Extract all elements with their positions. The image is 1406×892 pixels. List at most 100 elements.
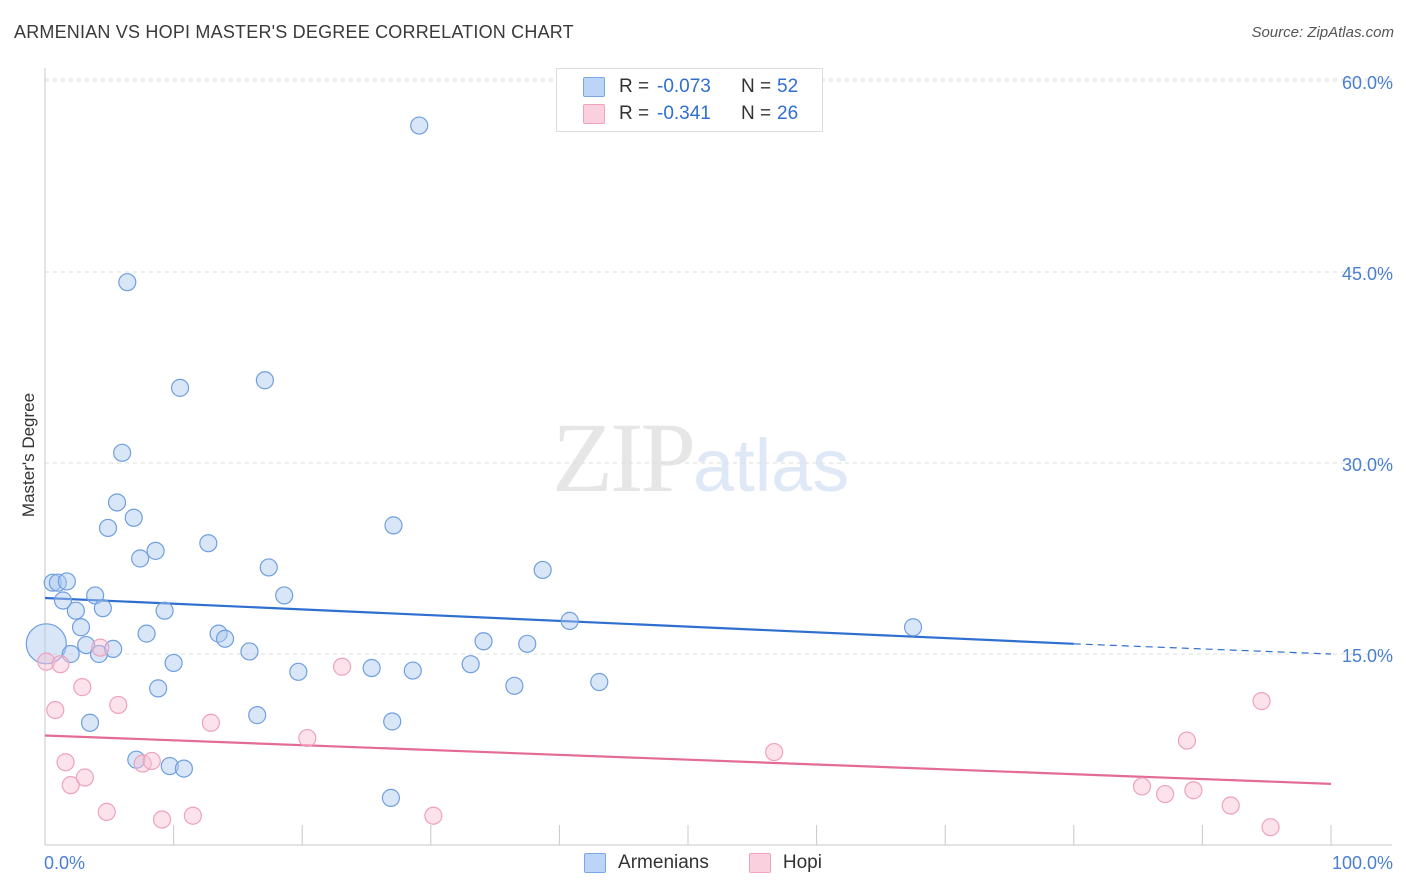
armenians-point — [248, 706, 267, 725]
armenians-swatch — [583, 77, 605, 97]
hopi-point — [201, 713, 220, 732]
armenians-point — [255, 371, 275, 390]
armenians-point — [518, 634, 537, 653]
armenians-point — [155, 601, 174, 620]
trendline-armenians-extrapolated — [1073, 643, 1332, 655]
armenians-n-value: 52 — [777, 76, 799, 97]
hopi-point — [1184, 781, 1203, 800]
trendlines — [44, 596, 1332, 785]
hopi-n-label: N = — [741, 103, 772, 124]
armenians-r-label: R = — [619, 76, 650, 97]
hopi-point — [765, 742, 784, 762]
hopi-n-value: 26 — [777, 103, 799, 124]
hopi-point — [56, 753, 75, 772]
armenians-point — [57, 572, 76, 591]
armenians-point — [93, 599, 112, 618]
y-tick-label-15: 15.0% — [1342, 646, 1393, 666]
hopi-point — [1156, 784, 1175, 804]
armenians-r-value: -0.073 — [657, 76, 711, 97]
armenians-point — [474, 632, 493, 651]
armenians-point — [240, 642, 259, 661]
armenians-point — [160, 756, 179, 776]
y-axis-label: Master's Degree — [19, 393, 38, 517]
trendline-hopi — [44, 734, 1332, 785]
legend-row-armenians: R = -0.073 N = 52 — [583, 74, 798, 100]
hopi-point — [1221, 796, 1240, 815]
hopi-r-label: R = — [619, 103, 650, 124]
hopi-point — [37, 652, 56, 671]
hopi-point — [332, 657, 352, 676]
hopi-point — [1252, 692, 1271, 711]
armenians-point — [505, 676, 524, 695]
hopi-r-value: -0.341 — [657, 103, 711, 124]
data-points — [25, 116, 1280, 837]
gridlines — [45, 78, 1392, 655]
y-tick-label-45: 45.0% — [1342, 264, 1393, 284]
armenians-point — [98, 518, 118, 538]
armenians-n-label: N = — [741, 76, 772, 97]
armenians-point — [66, 601, 85, 620]
axes — [44, 68, 1392, 846]
armenians-point — [381, 788, 401, 807]
legend-item-hopi[interactable]: Hopi — [748, 852, 822, 874]
hopi-point — [51, 655, 70, 674]
tick-labels: 15.0% 30.0% 45.0% 60.0% 0.0% 100.0% — [44, 73, 1393, 873]
armenians-point — [199, 534, 218, 553]
legend-row-hopi: R = -0.341 N = 26 — [583, 101, 798, 127]
watermark-zip: ZIP — [552, 402, 696, 513]
armenians-point — [43, 573, 62, 592]
hopi-point — [142, 751, 161, 771]
armenians-point — [113, 443, 132, 462]
armenians-point — [362, 658, 381, 678]
hopi-legend-label: Hopi — [782, 852, 822, 873]
hopi-point — [46, 700, 65, 720]
armenians-point — [289, 662, 308, 681]
armenians-point — [80, 713, 100, 732]
y-tick-label-60: 60.0% — [1342, 73, 1393, 93]
armenians-point — [53, 591, 73, 610]
armenians-point — [461, 655, 480, 674]
armenians-point — [164, 653, 183, 673]
source-label: Source: ZipAtlas.com — [1251, 24, 1394, 41]
armenians-point — [149, 679, 168, 698]
watermark: ZIPatlas — [552, 400, 849, 515]
armenians-point — [410, 116, 429, 135]
hopi-point — [1132, 777, 1152, 796]
armenians-point — [77, 635, 96, 655]
armenians-point — [403, 661, 422, 680]
armenians-point — [104, 639, 123, 659]
armenians-legend-swatch — [584, 853, 607, 873]
hopi-point — [61, 776, 80, 795]
chart-title: ARMENIAN VS HOPI MASTER'S DEGREE CORRELA… — [14, 22, 574, 42]
armenians-point — [118, 273, 137, 292]
hopi-point — [1261, 818, 1280, 837]
bottom-legend: Armenians Hopi — [0, 852, 1406, 874]
hopi-point — [183, 806, 202, 825]
armenians-point — [107, 493, 127, 512]
armenians-point — [903, 618, 923, 637]
hopi-point — [97, 802, 116, 821]
legend-item-armenians[interactable]: Armenians — [584, 852, 709, 874]
hopi-point — [298, 728, 317, 748]
hopi-swatch — [583, 104, 605, 124]
armenians-point — [560, 611, 579, 630]
armenians-point — [131, 549, 150, 568]
armenians-point — [259, 558, 278, 577]
y-tick-label-30: 30.0% — [1342, 455, 1393, 475]
armenians-point — [590, 672, 609, 692]
armenians-point — [89, 644, 109, 664]
armenians-legend-label: Armenians — [618, 852, 709, 873]
armenians-point — [215, 629, 235, 648]
hopi-point — [109, 695, 128, 715]
armenians-point — [383, 712, 402, 731]
hopi-point — [1177, 731, 1197, 750]
watermark-atlas: atlas — [693, 424, 850, 507]
armenians-point — [384, 516, 403, 535]
x-tick-label-100: 100.0% — [1332, 853, 1393, 873]
armenians-point — [146, 541, 165, 560]
armenians-point — [71, 618, 91, 637]
hopi-point — [73, 678, 92, 697]
hopi-point — [152, 810, 172, 829]
armenians-point — [533, 560, 552, 580]
